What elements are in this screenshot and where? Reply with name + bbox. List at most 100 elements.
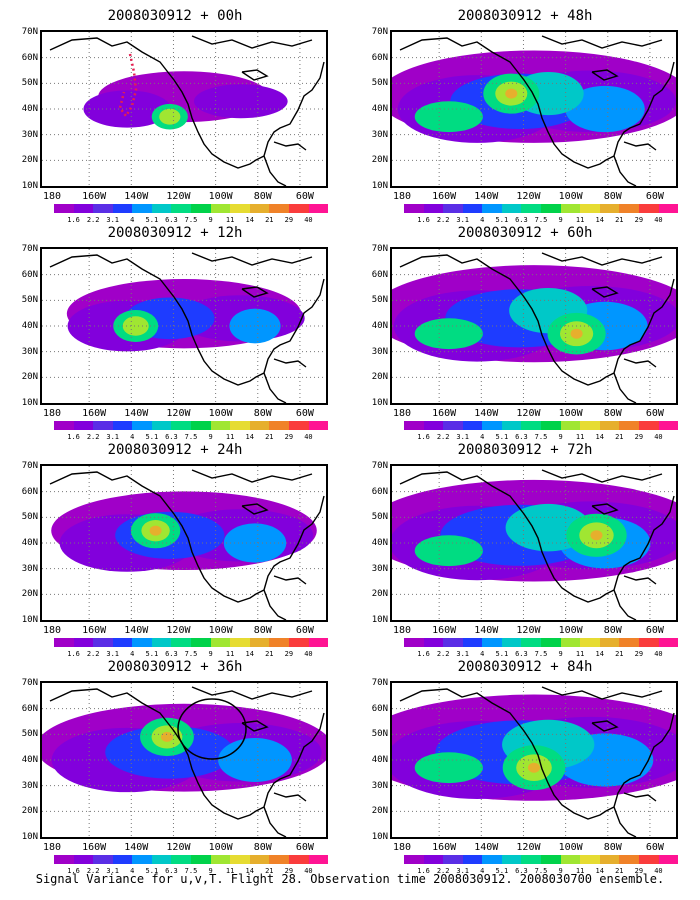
- colorbar-swatch: [210, 638, 231, 647]
- colorbar-swatch: [423, 855, 444, 864]
- y-tick-label: 10N: [371, 398, 388, 408]
- variance-map: [390, 464, 678, 622]
- colorbar-swatch: [404, 638, 424, 647]
- colorbar-swatch: [541, 638, 561, 647]
- x-tick-label: 80W: [603, 842, 622, 853]
- colorbar: [404, 204, 679, 213]
- colorbar-label: 3.1: [456, 433, 470, 441]
- forecast-panel: 2008030912 + 84h 70N 60N 50N 40N 30N 20N 10N 180…: [360, 659, 690, 877]
- forecast-panel: 2008030912 + 12h 70N 60N 50N 40N 30N 20N 10N 180…: [10, 225, 340, 443]
- y-tick-label: 40N: [371, 104, 388, 114]
- x-tick-label: 80W: [253, 408, 272, 419]
- x-tick-label: 60W: [295, 842, 314, 853]
- colorbar-swatch: [482, 421, 502, 430]
- colorbar-label: 11: [225, 433, 235, 441]
- colorbar-label: 9: [558, 650, 563, 658]
- colorbar-swatch: [269, 855, 289, 864]
- x-tick-label: 140W: [124, 408, 149, 419]
- colorbar: [54, 855, 329, 864]
- colorbar-label: 6.3: [165, 433, 178, 441]
- colorbar-swatch: [560, 421, 581, 430]
- coastline: [399, 35, 675, 186]
- x-tick-label: 120W: [166, 191, 191, 202]
- x-tick-label: 160W: [432, 625, 457, 636]
- colorbar-swatch: [658, 638, 679, 647]
- colorbar-swatch: [269, 638, 289, 647]
- y-tick-label: 70N: [371, 244, 388, 254]
- colorbar-label: 7.5: [534, 216, 548, 224]
- x-tick-label: 80W: [603, 191, 622, 202]
- x-tick-label: 180: [392, 191, 412, 202]
- colorbar-swatch: [191, 638, 211, 647]
- colorbar-label: 3.1: [456, 650, 470, 658]
- colorbar-swatch: [73, 638, 94, 647]
- colorbar-swatch: [73, 421, 94, 430]
- y-tick-label: 20N: [371, 155, 388, 166]
- colorbar: [404, 638, 679, 647]
- y-tick-label: 50N: [21, 729, 38, 740]
- colorbar-label: 4: [480, 650, 485, 658]
- colorbar-swatch: [54, 638, 74, 647]
- x-tick-label: 180: [392, 408, 412, 419]
- map-canvas: [42, 466, 326, 620]
- colorbar-label: 11: [575, 650, 585, 658]
- colorbar-swatch: [191, 421, 211, 430]
- coastline: [49, 686, 325, 837]
- colorbar-label: 7.5: [534, 433, 548, 441]
- colorbar-label: 14: [245, 433, 254, 441]
- colorbar-swatch: [132, 638, 152, 647]
- colorbar-swatch: [171, 421, 192, 430]
- variance-field: [414, 318, 483, 350]
- colorbar-label: 40: [654, 433, 663, 441]
- colorbar-label: 11: [575, 433, 585, 441]
- colorbar-swatch: [462, 638, 483, 647]
- colorbar-label: 2.2: [86, 216, 100, 224]
- y-tick-label: 60N: [371, 52, 388, 63]
- colorbar-swatch: [580, 421, 600, 430]
- colorbar-swatch: [288, 204, 309, 213]
- y-tick-label: 70N: [371, 678, 388, 688]
- colorbar-label: 5.1: [145, 867, 159, 875]
- panel-title: 2008030912 + 24h: [107, 442, 243, 458]
- colorbar-label: 4: [480, 216, 485, 224]
- colorbar-swatch: [230, 204, 250, 213]
- colorbar-label: 4: [480, 433, 485, 441]
- y-tick-label: 50N: [21, 512, 38, 523]
- colorbar-swatch: [599, 855, 620, 864]
- colorbar-swatch: [501, 204, 522, 213]
- colorbar-label: 11: [575, 216, 585, 224]
- variance-map: [390, 681, 678, 839]
- variance-field: [414, 535, 483, 567]
- colorbar-swatch: [93, 421, 113, 430]
- x-tick-label: 80W: [603, 625, 622, 636]
- x-tick-label: 180: [392, 625, 412, 636]
- colorbar-swatch: [191, 855, 211, 864]
- variance-max: [505, 88, 518, 99]
- colorbar-label: 3.1: [106, 867, 120, 875]
- colorbar-label: 40: [654, 650, 663, 658]
- colorbar-swatch: [269, 421, 289, 430]
- colorbar-label: 9: [208, 216, 213, 224]
- colorbar-swatch: [482, 855, 502, 864]
- colorbar-swatch: [54, 421, 74, 430]
- colorbar-swatch: [541, 855, 561, 864]
- y-tick-label: 40N: [371, 321, 388, 331]
- x-tick-label: 140W: [474, 191, 499, 202]
- colorbar-label: 2.2: [436, 867, 450, 875]
- x-tick-label: 180: [42, 625, 62, 636]
- colorbar-swatch: [210, 204, 231, 213]
- x-tick-label: 100W: [558, 191, 583, 202]
- forecast-panel: 2008030912 + 36h 70N 60N 50N 40N 30N 20N 10N 180…: [10, 659, 340, 877]
- colorbar-label: 5.1: [495, 650, 509, 658]
- colorbar-swatch: [560, 638, 581, 647]
- colorbar-swatch: [308, 638, 329, 647]
- colorbar-swatch: [132, 204, 152, 213]
- colorbar-label: 21: [265, 867, 274, 875]
- colorbar-swatch: [249, 204, 270, 213]
- x-tick-label: 80W: [253, 191, 272, 202]
- colorbar-swatch: [112, 638, 133, 647]
- y-tick-label: 20N: [21, 806, 38, 817]
- colorbar-swatch: [73, 855, 94, 864]
- colorbar-swatch: [308, 855, 329, 864]
- colorbar-swatch: [230, 638, 250, 647]
